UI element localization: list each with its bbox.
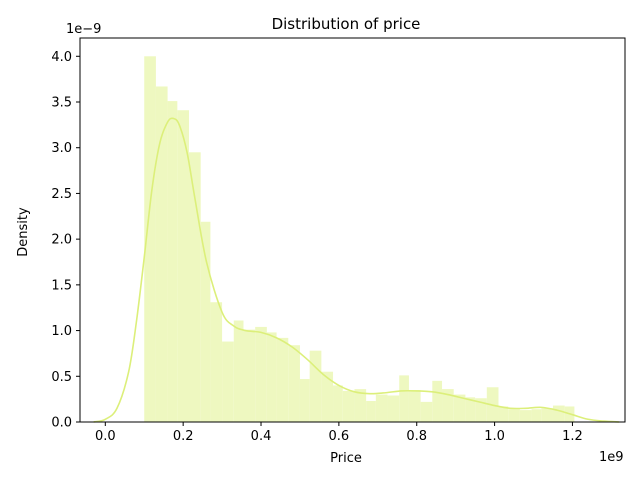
histogram-bar-0 bbox=[144, 56, 156, 423]
histogram-bar-26 bbox=[432, 380, 443, 422]
histogram-bar-36 bbox=[541, 408, 553, 422]
histogram-bar-35 bbox=[531, 409, 542, 422]
histogram-bar-21 bbox=[375, 394, 388, 422]
histogram-bar-10 bbox=[255, 326, 267, 422]
y-tick-label: 4.0 bbox=[51, 50, 72, 65]
histogram-bar-11 bbox=[266, 332, 277, 422]
histogram-bar-18 bbox=[342, 390, 355, 422]
histogram-bar-28 bbox=[453, 394, 466, 422]
histogram-bar-1 bbox=[155, 86, 168, 422]
x-axis-title: Price bbox=[330, 451, 362, 466]
histogram-bar-15 bbox=[309, 350, 322, 422]
histogram-bar-19 bbox=[354, 389, 367, 422]
x-tick-label: 0.4 bbox=[251, 429, 272, 444]
histogram-bar-13 bbox=[288, 345, 300, 422]
histogram-bar-4 bbox=[189, 152, 201, 423]
x-tick-label: 0.6 bbox=[329, 429, 350, 444]
x-axis-ticks: 0.0 0.2 0.4 0.6 0.8 1.0 1.2 bbox=[95, 422, 583, 444]
histogram-bar-32 bbox=[498, 406, 509, 422]
histogram-bar-17 bbox=[333, 385, 343, 422]
y-axis-title: Density bbox=[16, 207, 31, 257]
histogram-bar-7 bbox=[222, 341, 234, 422]
x-tick-label: 0.2 bbox=[173, 429, 194, 444]
y-axis-ticks: 0.0 0.5 1.0 1.5 2.0 2.5 3.0 3.5 4.0 bbox=[51, 50, 80, 431]
histogram-bar-24 bbox=[408, 390, 421, 422]
histogram-bar-22 bbox=[387, 395, 400, 422]
x-tick-label: 0.0 bbox=[95, 429, 116, 444]
histogram-bar-5 bbox=[200, 221, 211, 422]
chart-title: Distribution of price bbox=[272, 15, 421, 33]
histogram-bar-6 bbox=[210, 302, 223, 422]
histogram-bar-12 bbox=[276, 337, 289, 422]
histogram-bar-3 bbox=[177, 110, 189, 422]
y-offset-label: 1e−9 bbox=[66, 22, 101, 37]
x-tick-label: 1.2 bbox=[562, 429, 583, 444]
histogram-bar-33 bbox=[508, 409, 520, 422]
histogram-bar-16 bbox=[321, 371, 334, 422]
plot-frame bbox=[79, 37, 626, 423]
histogram-bar-34 bbox=[519, 410, 532, 422]
histogram-bar-27 bbox=[442, 389, 454, 422]
kde-line bbox=[93, 117, 620, 423]
histogram-bars bbox=[144, 56, 575, 423]
histogram-bar-29 bbox=[465, 397, 476, 422]
histogram-bar-8 bbox=[233, 320, 244, 422]
histogram-bar-9 bbox=[243, 329, 256, 422]
y-tick-label: 3.5 bbox=[51, 96, 72, 111]
histogram-bar-20 bbox=[366, 400, 376, 422]
histogram-bar-14 bbox=[299, 379, 310, 422]
x-offset-label: 1e9 bbox=[599, 450, 624, 465]
y-tick-label: 0.0 bbox=[51, 416, 72, 431]
histogram-bar-30 bbox=[475, 398, 487, 422]
y-tick-label: 1.5 bbox=[51, 278, 72, 293]
x-tick-label: 0.8 bbox=[406, 429, 427, 444]
histogram-bar-25 bbox=[420, 401, 433, 422]
y-tick-label: 1.0 bbox=[51, 324, 72, 339]
y-tick-label: 0.5 bbox=[51, 370, 72, 385]
kde-curve-group bbox=[93, 117, 620, 423]
x-tick-label: 1.0 bbox=[484, 429, 505, 444]
y-tick-label: 2.0 bbox=[51, 233, 72, 248]
y-tick-label: 2.5 bbox=[51, 187, 72, 202]
y-tick-label: 3.0 bbox=[51, 141, 72, 156]
histogram-bar-2 bbox=[167, 101, 178, 422]
histogram-bar-37 bbox=[552, 405, 565, 422]
histogram-bar-23 bbox=[399, 375, 409, 422]
